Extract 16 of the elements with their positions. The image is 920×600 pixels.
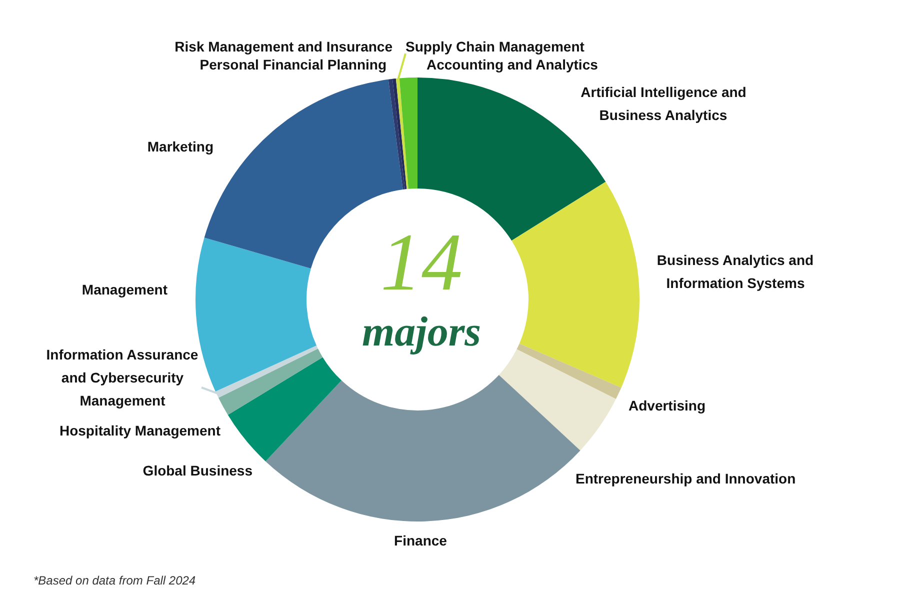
text: 14 majors: [362, 216, 482, 356]
slice-label: Finance: [394, 532, 448, 548]
slice-label: Accounting and Analytics: [426, 56, 598, 72]
slice-label: Information Assurance and Cybersecurity Management: [46, 346, 198, 409]
slice-label: Artificial Intelligence and Business Analytics: [580, 84, 746, 124]
slice-label: Hospitality Management: [59, 422, 221, 438]
slice-label: Personal Financial Planning: [200, 56, 387, 72]
slice-label: Risk Management and Insurance: [174, 38, 393, 54]
slice-label: Supply Chain Management: [406, 38, 585, 54]
slice-label: Global Business: [142, 462, 253, 478]
slice-label: Advertising: [628, 398, 706, 414]
slice-label: Business Analytics and Information Systems: [656, 252, 814, 292]
slice-label: Management: [82, 282, 168, 298]
slice-label: Marketing: [147, 138, 214, 154]
slice-label: Entrepreneurship and Innovation: [576, 470, 796, 486]
text: *Based on data from Fall 2024: [34, 574, 196, 588]
